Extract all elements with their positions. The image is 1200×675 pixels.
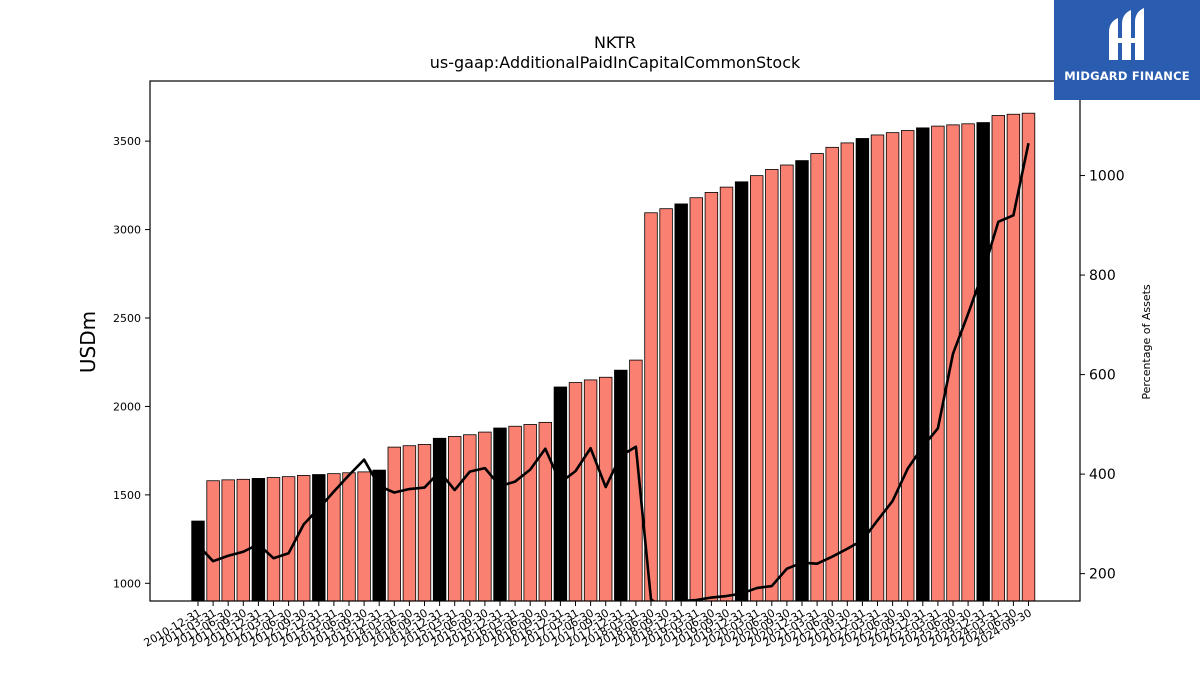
- bar-2011-09-30: [236, 478, 251, 602]
- bar-2012-09-30: [296, 475, 311, 602]
- bar-2013-09-30: [357, 471, 371, 602]
- bar-2016-12-31: [553, 386, 568, 602]
- y2-tick-label: 600: [1089, 368, 1116, 384]
- bar-2024-03-31: [991, 115, 1006, 602]
- bar-2018-09-30: [659, 208, 673, 602]
- y-tick-label: 1000: [113, 577, 141, 590]
- bar-2011-03-31: [206, 480, 220, 602]
- y2-tick-label: 400: [1089, 467, 1116, 483]
- bar-2021-12-31: [855, 138, 870, 602]
- bar-2016-03-31: [508, 425, 522, 602]
- bar-2020-09-30: [780, 164, 794, 602]
- bar-2022-03-31: [870, 134, 885, 602]
- plot-frame: [149, 80, 1081, 602]
- y-tick-label: 3500: [113, 135, 141, 148]
- bar-2021-06-30: [825, 146, 839, 602]
- axes-group: 1000 1500 2000 2500 3000 3500 200 400 600 800 1000…: [113, 80, 1125, 650]
- bar-2022-12-31: [916, 127, 930, 602]
- bar-2012-06-30: [281, 476, 296, 602]
- brand-name: MIDGARD FINANCE: [1064, 69, 1190, 83]
- bar-2019-12-31: [734, 181, 749, 602]
- bar-2024-09-30: [1021, 112, 1036, 602]
- bar-2014-12-31: [432, 437, 447, 602]
- line-group: [197, 142, 1030, 601]
- y-tick-label: 1500: [113, 489, 141, 502]
- chart-subtitle: us-gaap:AdditionalPaidInCapitalCommonSto…: [430, 53, 801, 72]
- bar-2021-09-30: [840, 142, 855, 602]
- bar-2012-12-31: [312, 474, 326, 602]
- bars-group: [191, 112, 1036, 602]
- bar-2013-12-31: [372, 469, 386, 602]
- bar-2023-06-30: [946, 124, 960, 602]
- bar-2017-03-31: [568, 382, 583, 602]
- bar-2014-06-30: [402, 445, 417, 602]
- bar-2023-09-30: [961, 123, 975, 602]
- bar-2019-06-30: [704, 192, 719, 602]
- bar-2011-06-30: [221, 479, 235, 602]
- chart-title: NKTR: [594, 33, 636, 52]
- bar-2015-03-31: [447, 436, 462, 602]
- bar-2011-12-31: [251, 478, 266, 602]
- bar-2021-03-31: [810, 153, 824, 602]
- bar-2017-09-30: [599, 376, 613, 602]
- y-tick-label: 2500: [113, 312, 141, 325]
- line-percentage-of-assets: [197, 142, 1030, 601]
- bar-2020-03-31: [750, 175, 764, 602]
- bar-2014-09-30: [417, 444, 432, 602]
- y2-tick-label: 1000: [1089, 169, 1125, 185]
- y-tick-label: 3000: [113, 224, 141, 237]
- y-axis-label: USDm: [76, 311, 100, 373]
- bar-2015-09-30: [478, 431, 492, 602]
- bar-2016-06-30: [523, 424, 537, 602]
- bar-2023-03-31: [931, 125, 945, 602]
- bar-2017-06-30: [583, 379, 598, 602]
- bar-2015-06-30: [463, 434, 477, 602]
- bar-2012-03-31: [266, 477, 281, 602]
- bar-2020-12-31: [795, 160, 809, 602]
- y2-tick-label: 800: [1089, 268, 1116, 284]
- bar-2010-12-31: [191, 520, 205, 602]
- bar-2015-12-31: [493, 427, 507, 602]
- bar-2018-12-31: [674, 203, 688, 602]
- y2-tick-label: 200: [1089, 567, 1116, 583]
- bar-2019-03-31: [689, 197, 704, 602]
- bar-2022-09-30: [901, 130, 915, 602]
- bar-2020-06-30: [765, 169, 779, 602]
- bar-2019-09-30: [719, 186, 734, 602]
- bar-2022-06-30: [885, 132, 900, 602]
- bar-2024-06-30: [1006, 113, 1021, 602]
- bar-2017-12-31: [614, 369, 628, 602]
- brand-logo: MIDGARD FINANCE: [1054, 0, 1200, 100]
- bar-2023-12-31: [976, 122, 990, 602]
- bar-2014-03-31: [387, 446, 402, 602]
- brand-mark-icon: [1109, 8, 1144, 60]
- y2-axis-label: Percentage of Assets: [1140, 284, 1153, 400]
- bar-2013-06-30: [342, 472, 356, 602]
- y-tick-label: 2000: [113, 400, 141, 413]
